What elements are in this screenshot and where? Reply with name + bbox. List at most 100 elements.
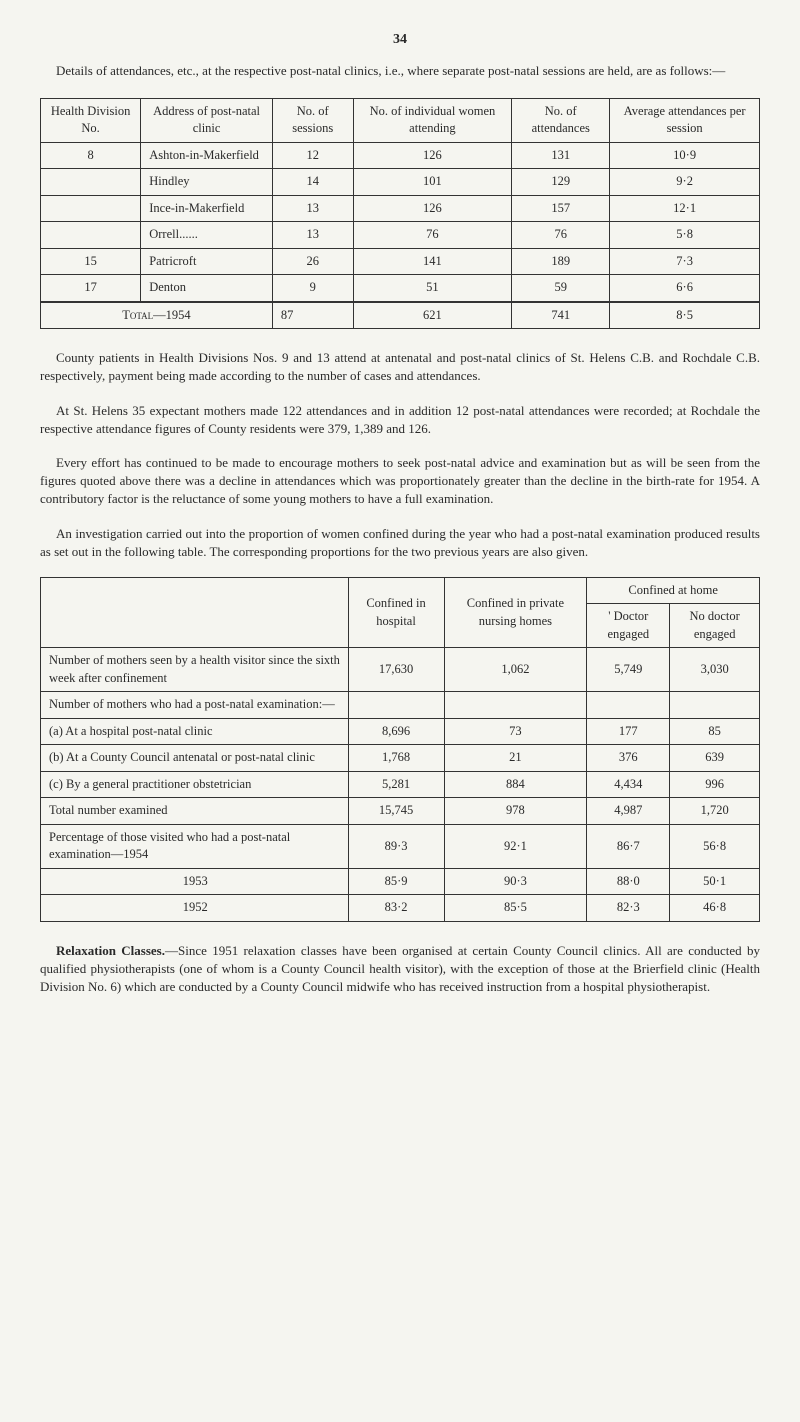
cell: Number of mothers who had a post-natal e… <box>41 692 349 719</box>
table1-total-row: Total—1954 87 621 741 8·5 <box>41 302 760 329</box>
table-row: Orrell...... 13 76 76 5·8 <box>41 222 760 249</box>
table-row: 15 Patricroft 26 141 189 7·3 <box>41 248 760 275</box>
cell: 1953 <box>41 868 349 895</box>
cell <box>587 692 670 719</box>
paragraph-2: At St. Helens 35 expectant mothers made … <box>40 402 760 438</box>
cell: (a) At a hospital post-natal clinic <box>41 718 349 745</box>
table-row: (c) By a general practitioner obstetrici… <box>41 771 760 798</box>
cell: 126 <box>353 195 512 222</box>
cell: 131 <box>512 142 610 169</box>
cell: 189 <box>512 248 610 275</box>
cell: 5,749 <box>587 648 670 692</box>
page-number: 34 <box>40 30 760 50</box>
cell <box>41 195 141 222</box>
table-attendances: Health Division No. Address of post-nata… <box>40 98 760 330</box>
table2-header-doctor: ' Doctor engaged <box>587 604 670 648</box>
cell: 177 <box>587 718 670 745</box>
cell: 8 <box>41 142 141 169</box>
table1-header-address: Address of post-natal clinic <box>141 98 273 142</box>
table1-header-attendances: No. of attendances <box>512 98 610 142</box>
table2-header-blank <box>41 577 349 648</box>
table-row: (a) At a hospital post-natal clinic 8,69… <box>41 718 760 745</box>
cell: 1,062 <box>444 648 587 692</box>
cell: 86·7 <box>587 824 670 868</box>
cell: Total number examined <box>41 798 349 825</box>
cell: Orrell...... <box>141 222 273 249</box>
cell: 90·3 <box>444 868 587 895</box>
cell: 621 <box>353 302 512 329</box>
cell: 741 <box>512 302 610 329</box>
cell: 17 <box>41 275 141 302</box>
cell: 9·2 <box>610 169 760 196</box>
paragraph-4: An investigation carried out into the pr… <box>40 525 760 561</box>
cell: 129 <box>512 169 610 196</box>
table-row: Ince-in-Makerfield 13 126 157 12·1 <box>41 195 760 222</box>
table-row: Hindley 14 101 129 9·2 <box>41 169 760 196</box>
cell: 4,434 <box>587 771 670 798</box>
cell <box>41 222 141 249</box>
cell: 51 <box>353 275 512 302</box>
cell: 87 <box>272 302 353 329</box>
cell: 4,987 <box>587 798 670 825</box>
cell: Patricroft <box>141 248 273 275</box>
cell: 996 <box>670 771 760 798</box>
cell: 15,745 <box>348 798 444 825</box>
cell: 1,720 <box>670 798 760 825</box>
table1-header-sessions: No. of sessions <box>272 98 353 142</box>
table2-header-nodoctor: No doctor engaged <box>670 604 760 648</box>
cell: 8,696 <box>348 718 444 745</box>
cell: 5,281 <box>348 771 444 798</box>
cell: 1,768 <box>348 745 444 772</box>
cell: 59 <box>512 275 610 302</box>
table2-header-hospital: Confined in hospital <box>348 577 444 648</box>
cell: Denton <box>141 275 273 302</box>
cell: Ashton-in-Makerfield <box>141 142 273 169</box>
cell: 7·3 <box>610 248 760 275</box>
cell: 12 <box>272 142 353 169</box>
cell: 82·3 <box>587 895 670 922</box>
cell: 639 <box>670 745 760 772</box>
cell: 50·1 <box>670 868 760 895</box>
cell: 1952 <box>41 895 349 922</box>
cell: 5·8 <box>610 222 760 249</box>
cell <box>444 692 587 719</box>
cell: 9 <box>272 275 353 302</box>
cell: (c) By a general practitioner obstetrici… <box>41 771 349 798</box>
cell: 83·2 <box>348 895 444 922</box>
cell: 101 <box>353 169 512 196</box>
table-row: Number of mothers seen by a health visit… <box>41 648 760 692</box>
paragraph-1: County patients in Health Divisions Nos.… <box>40 349 760 385</box>
relaxation-heading: Relaxation Classes. <box>56 943 165 958</box>
cell: 376 <box>587 745 670 772</box>
table-row: Percentage of those visited who had a po… <box>41 824 760 868</box>
table1-header-women: No. of individual women attending <box>353 98 512 142</box>
cell: 56·8 <box>670 824 760 868</box>
intro-paragraph: Details of attendances, etc., at the res… <box>40 62 760 80</box>
cell: 88·0 <box>587 868 670 895</box>
cell: 978 <box>444 798 587 825</box>
cell: 46·8 <box>670 895 760 922</box>
table1-header-division: Health Division No. <box>41 98 141 142</box>
cell: Number of mothers seen by a health visit… <box>41 648 349 692</box>
cell <box>348 692 444 719</box>
cell: 13 <box>272 222 353 249</box>
paragraph-3: Every effort has continued to be made to… <box>40 454 760 509</box>
cell: 12·1 <box>610 195 760 222</box>
table2-header-private: Confined in private nursing homes <box>444 577 587 648</box>
cell: 92·1 <box>444 824 587 868</box>
paragraph-5: Relaxation Classes.—Since 1951 relaxatio… <box>40 942 760 997</box>
cell: 14 <box>272 169 353 196</box>
cell: 3,030 <box>670 648 760 692</box>
cell: 17,630 <box>348 648 444 692</box>
cell: 157 <box>512 195 610 222</box>
cell: 85·9 <box>348 868 444 895</box>
table1-header-average: Average attendances per session <box>610 98 760 142</box>
cell: 21 <box>444 745 587 772</box>
cell <box>670 692 760 719</box>
cell: 141 <box>353 248 512 275</box>
cell: 76 <box>512 222 610 249</box>
table-examination: Confined in hospital Confined in private… <box>40 577 760 922</box>
cell: 126 <box>353 142 512 169</box>
cell: 26 <box>272 248 353 275</box>
table2-header-home-group: Confined at home <box>587 577 760 604</box>
